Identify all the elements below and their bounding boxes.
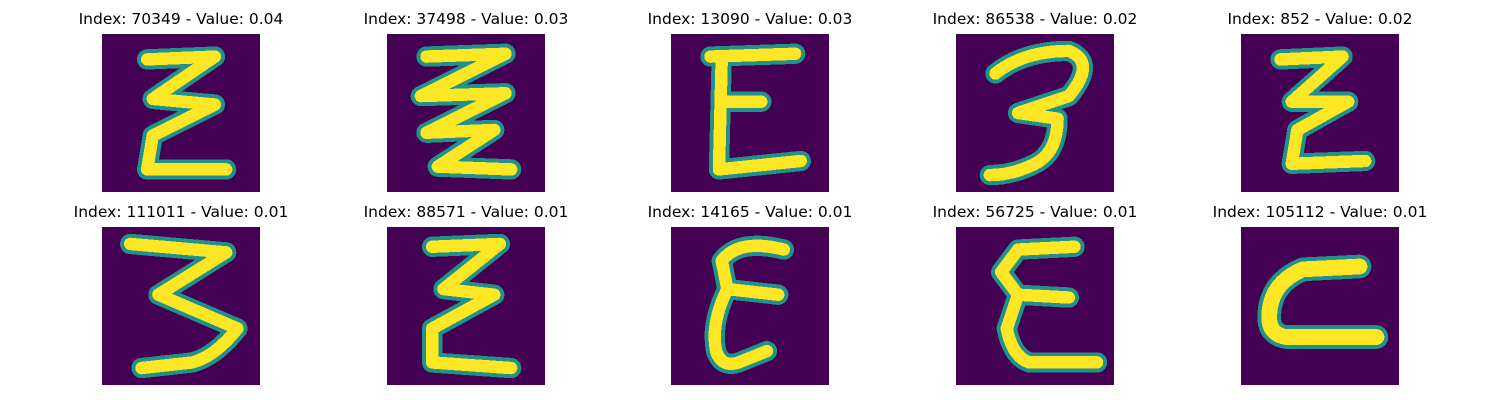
panel-title: Index: 13090 - Value: 0.03 (647, 10, 853, 28)
digit-image (102, 34, 260, 192)
digit-image (671, 34, 829, 192)
panel-title: Index: 56725 - Value: 0.01 (932, 203, 1138, 221)
glyph-stroke (704, 47, 807, 176)
panel-title: Index: 852 - Value: 0.02 (1227, 10, 1413, 28)
digit-image (1241, 227, 1399, 385)
glyph-stroke (983, 44, 1089, 182)
digit-image (956, 34, 1114, 192)
digit-image (102, 227, 260, 385)
digit-image (956, 227, 1114, 385)
glyph-stroke (414, 47, 518, 176)
panel-title: Index: 111011 - Value: 0.01 (73, 203, 289, 221)
digit-image (1241, 34, 1399, 192)
glyph-stroke (708, 239, 791, 371)
panel-title: Index: 88571 - Value: 0.01 (363, 203, 569, 221)
glyph-stroke (124, 237, 244, 375)
panel-title: Index: 37498 - Value: 0.03 (363, 10, 569, 28)
panel-title: Index: 70349 - Value: 0.04 (78, 10, 284, 28)
panel-title: Index: 105112 - Value: 0.01 (1212, 203, 1428, 221)
panel-title: Index: 86538 - Value: 0.02 (932, 10, 1138, 28)
glyph-stroke (140, 50, 233, 176)
glyph-stroke (1261, 258, 1385, 345)
glyph-stroke (425, 237, 518, 375)
panel-title: Index: 14165 - Value: 0.01 (647, 203, 853, 221)
digit-image (387, 227, 545, 385)
digit-image (387, 34, 545, 192)
digit-image (671, 227, 829, 385)
glyph-stroke (1274, 50, 1372, 170)
glyph-stroke (994, 240, 1104, 369)
